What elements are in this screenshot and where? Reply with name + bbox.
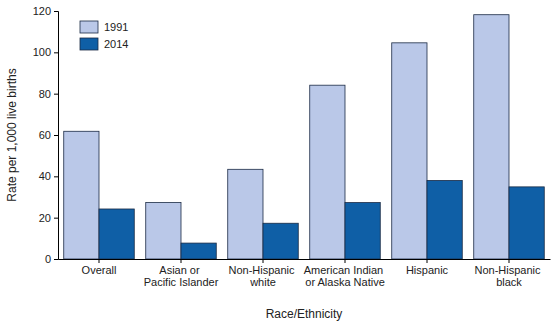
y-tick-label: 60 [39, 129, 51, 141]
x-axis: Overall Asian or Pacific Islander Non-Hisp… [59, 259, 551, 288]
bar [392, 43, 427, 259]
x-tick-label: Asian or Pacific Islander [144, 264, 219, 289]
y-tick-label: 40 [39, 170, 51, 182]
x-tick-mark [509, 259, 510, 263]
y-tick-mark [54, 52, 58, 53]
bar [310, 85, 345, 259]
y-tick-label: 0 [45, 253, 51, 265]
x-tick-label-line: or Alaska Native [305, 276, 384, 288]
x-tick-label-line: American Indian [304, 264, 387, 276]
y-tick: 20 [39, 212, 58, 224]
bar [146, 203, 181, 259]
x-axis-title: Race/Ethnicity [266, 307, 343, 321]
x-tick: Overall [82, 259, 117, 276]
x-axis-line [59, 259, 551, 260]
legend-swatch [80, 38, 98, 50]
legend: 1991 2014 [80, 21, 128, 50]
y-tick: 80 [39, 88, 58, 100]
x-tick-label-line: white [249, 276, 276, 288]
legend-label: 1991 [104, 21, 128, 33]
x-tick-mark [427, 259, 428, 263]
x-tick-label-line: Asian or [159, 264, 202, 276]
bar [427, 180, 462, 259]
x-tick-label-line: Pacific Islander [144, 276, 219, 288]
bar [509, 187, 544, 259]
x-tick-label-line: Non-Hispanic [228, 264, 297, 276]
bar [474, 15, 509, 259]
x-tick: Asian or Pacific Islander [144, 259, 219, 288]
x-tick-mark [345, 259, 346, 263]
y-axis-title: Rate per 1,000 live births [5, 68, 19, 201]
x-tick-label: Hispanic [406, 264, 449, 276]
bar [64, 131, 99, 259]
x-tick: Non-Hispanic black [474, 259, 543, 288]
y-tick-label: 80 [39, 88, 51, 100]
y-tick: 40 [39, 170, 58, 182]
chart: 0 20 40 60 80 100 120 Overall Asian or Pacific I… [0, 0, 560, 324]
x-tick-label-line: Non-Hispanic [474, 264, 543, 276]
y-tick-mark [54, 176, 58, 177]
bar [228, 169, 263, 259]
legend-item: 2014 [80, 38, 128, 50]
y-tick-mark [54, 135, 58, 136]
y-tick-mark [54, 218, 58, 219]
y-tick-mark [54, 11, 58, 12]
plot: 0 20 40 60 80 100 120 Overall Asian or Pacific I… [33, 5, 551, 288]
legend-swatch [80, 21, 98, 33]
y-tick: 0 [45, 253, 58, 265]
x-tick-mark [99, 259, 100, 263]
y-axis-line [54, 12, 59, 260]
y-tick-label: 20 [39, 212, 51, 224]
bars [64, 15, 545, 259]
x-tick: Non-Hispanic white [228, 259, 297, 288]
y-tick-mark [54, 259, 58, 260]
y-tick: 120 [33, 5, 58, 17]
x-tick: American Indian or Alaska Native [304, 259, 387, 288]
x-tick: Hispanic [406, 259, 449, 276]
y-tick-label: 120 [33, 5, 51, 17]
bar [263, 223, 298, 259]
x-tick-label: Non-Hispanic white [228, 264, 297, 289]
y-tick: 60 [39, 129, 58, 141]
y-tick-mark [54, 94, 58, 95]
x-tick-label: American Indian or Alaska Native [304, 264, 387, 289]
y-tick-label: 100 [33, 46, 51, 58]
x-tick-mark [263, 259, 264, 263]
x-tick-label: Non-Hispanic black [474, 264, 543, 289]
x-tick-label-line: black [496, 276, 522, 288]
y-tick: 100 [33, 46, 58, 58]
y-axis: 0 20 40 60 80 100 120 [33, 5, 59, 265]
x-tick-mark [181, 259, 182, 263]
bar [99, 209, 134, 259]
legend-item: 1991 [80, 21, 128, 33]
bar [181, 243, 216, 259]
legend-label: 2014 [104, 38, 128, 50]
bar [345, 203, 380, 259]
x-tick-label: Overall [82, 264, 117, 276]
